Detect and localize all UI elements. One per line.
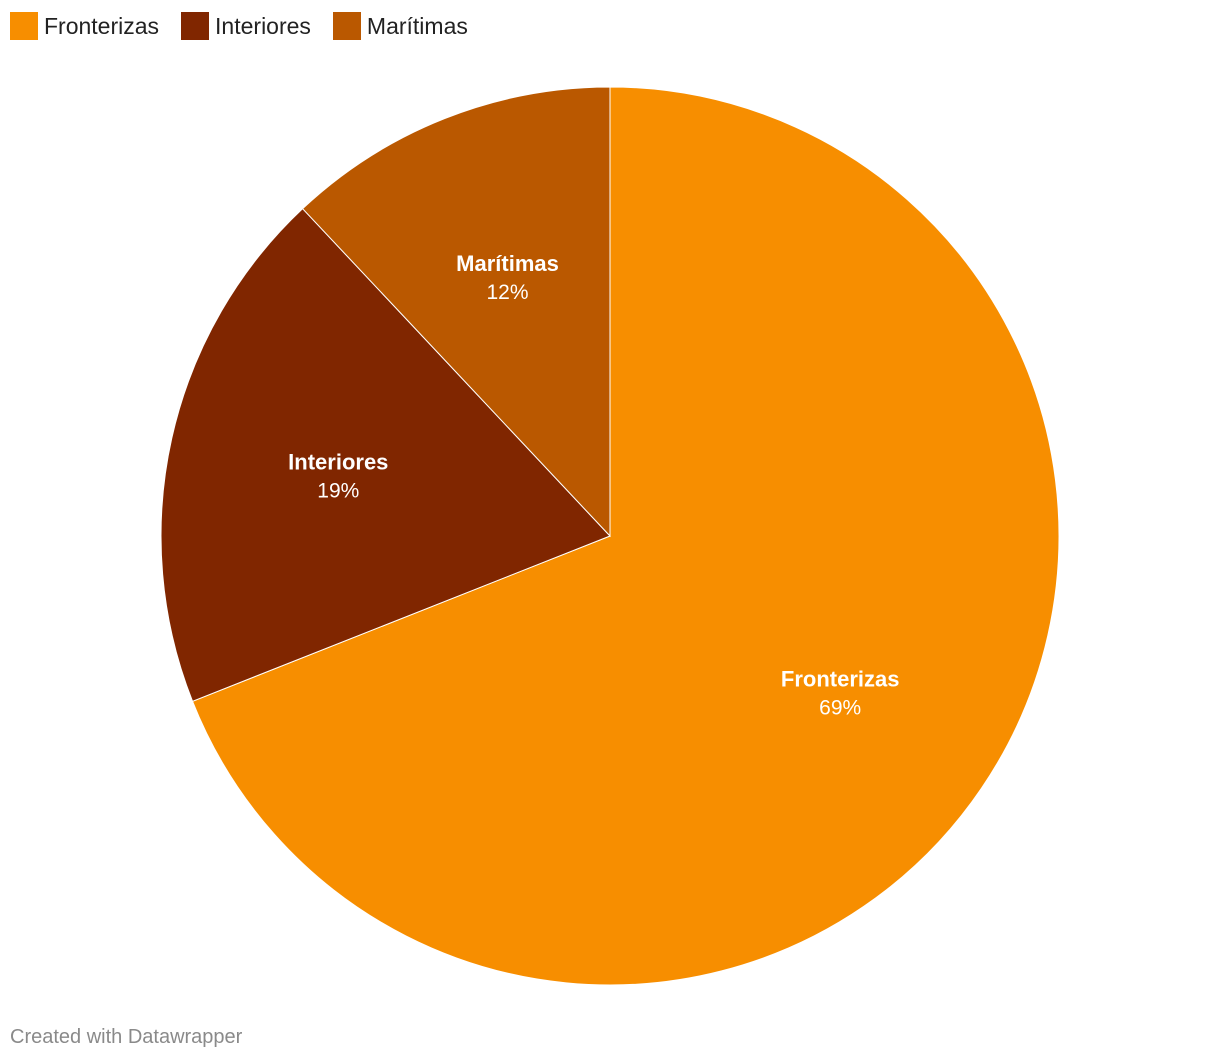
- slice-label-maritimas: Marítimas: [456, 251, 559, 276]
- pie-slices: [160, 86, 1060, 986]
- pie-slice-fronterizas: [191, 86, 1060, 986]
- datawrapper-credit: Created with Datawrapper: [10, 1026, 243, 1048]
- legend-item-fronterizas: Fronterizas: [10, 12, 159, 40]
- pie-slice-interiores: [160, 207, 611, 702]
- slice-label-fronterizas: Fronterizas: [781, 667, 900, 692]
- legend-item-maritimas: Marítimas: [332, 12, 468, 40]
- slice-value-fronterizas: 69%: [819, 697, 861, 720]
- legend-label-interiores: Interiores: [215, 13, 311, 39]
- slice-value-maritimas: 12%: [486, 281, 528, 304]
- legend-swatch-fronterizas: [10, 12, 38, 40]
- legend-label-fronterizas: Fronterizas: [44, 13, 160, 39]
- chart-legend: Fronterizas Interiores Marítimas: [10, 12, 468, 40]
- pie-slice-maritimas: [301, 86, 611, 538]
- slice-label-interiores: Interiores: [288, 449, 388, 474]
- legend-label-maritimas: Marítimas: [366, 13, 468, 39]
- legend-swatch-maritimas: [332, 12, 361, 40]
- pie-labels: Fronterizas 69% Interiores 19% Marítimas 12%: [288, 251, 899, 719]
- legend-item-interiores: Interiores: [181, 12, 311, 40]
- slice-value-interiores: 19%: [317, 479, 359, 502]
- legend-swatch-interiores: [181, 12, 210, 40]
